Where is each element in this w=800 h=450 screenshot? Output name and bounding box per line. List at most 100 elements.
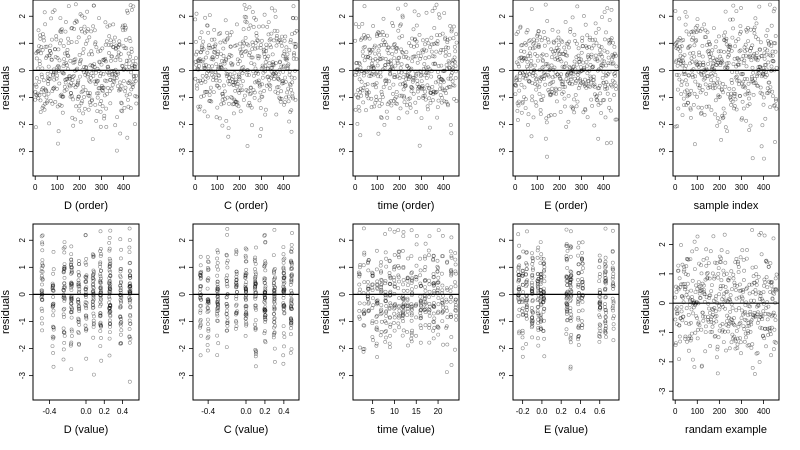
- data-point: [771, 287, 776, 292]
- data-point: [288, 350, 293, 355]
- data-point: [694, 247, 699, 251]
- data-point: [91, 276, 96, 281]
- data-point: [98, 229, 103, 234]
- data-point: [374, 299, 379, 304]
- data-point: [545, 19, 550, 23]
- y-tick-label: 1: [178, 265, 187, 270]
- data-point: [69, 81, 74, 86]
- data-point: [536, 245, 541, 250]
- data-point: [748, 312, 753, 317]
- y-tick-label: 1: [658, 271, 667, 276]
- data-point: [712, 276, 717, 281]
- data-point: [287, 119, 292, 124]
- data-point: [720, 88, 724, 93]
- data-point: [359, 69, 364, 74]
- data-point: [118, 314, 123, 319]
- data-point: [206, 328, 211, 333]
- data-point: [198, 319, 203, 324]
- data-point: [681, 72, 686, 76]
- data-point: [358, 90, 363, 95]
- data-point: [388, 276, 393, 281]
- data-point: [591, 74, 596, 79]
- data-point: [599, 52, 603, 57]
- data-point: [215, 288, 219, 293]
- data-point: [385, 33, 389, 38]
- data-point: [538, 327, 543, 332]
- data-point: [271, 335, 276, 340]
- data-point: [281, 245, 286, 250]
- data-point: [764, 63, 768, 67]
- data-point: [77, 94, 81, 99]
- data-point: [120, 109, 125, 114]
- data-point: [102, 116, 107, 121]
- data-point: [568, 340, 573, 345]
- plot-frame: [672, 223, 780, 401]
- data-point: [205, 310, 210, 314]
- data-point: [535, 255, 540, 260]
- data-point: [263, 69, 267, 74]
- data-point: [362, 58, 367, 63]
- data-point: [706, 317, 710, 322]
- data-point: [770, 59, 775, 63]
- data-point: [710, 271, 715, 276]
- data-point: [39, 295, 44, 300]
- data-point: [370, 319, 375, 324]
- data-point: [768, 280, 773, 285]
- data-point: [220, 92, 225, 96]
- data-point: [538, 298, 543, 303]
- y-tick-label: 2: [178, 13, 187, 18]
- data-point: [80, 89, 85, 94]
- data-point: [423, 301, 428, 306]
- data-point: [396, 6, 401, 11]
- data-point: [107, 281, 112, 286]
- data-point: [194, 63, 199, 67]
- data-point: [90, 252, 95, 257]
- data-point: [40, 106, 45, 110]
- data-point: [72, 20, 77, 25]
- data-point: [406, 256, 411, 261]
- data-point: [421, 95, 426, 100]
- data-point: [90, 63, 95, 68]
- data-point: [291, 53, 296, 57]
- data-point: [84, 274, 89, 279]
- data-point: [603, 255, 608, 260]
- data-point: [225, 265, 230, 270]
- data-point: [128, 289, 133, 293]
- data-point: [39, 45, 44, 50]
- data-point: [589, 54, 594, 59]
- data-point: [580, 295, 585, 300]
- data-point: [365, 286, 370, 291]
- data-point: [234, 310, 239, 315]
- data-point: [524, 250, 529, 255]
- data-point: [401, 230, 406, 234]
- data-point: [568, 254, 573, 259]
- data-point: [747, 91, 752, 96]
- data-point: [272, 330, 277, 335]
- data-point: [762, 277, 767, 282]
- data-point: [428, 91, 433, 96]
- data-point: [754, 351, 759, 356]
- data-point: [281, 287, 286, 292]
- data-point: [774, 97, 779, 102]
- data-point: [224, 328, 229, 333]
- data-point: [387, 273, 392, 278]
- data-point: [282, 100, 287, 105]
- data-point: [710, 324, 715, 329]
- data-point: [585, 71, 590, 76]
- data-point: [517, 64, 521, 69]
- data-point: [40, 261, 45, 266]
- data-point: [765, 48, 770, 53]
- data-point: [536, 285, 541, 290]
- data-point: [366, 286, 371, 291]
- data-point: [263, 60, 268, 65]
- data-point: [262, 233, 267, 237]
- y-axis-title: residuals: [160, 65, 172, 110]
- data-point: [593, 21, 598, 26]
- data-point: [574, 55, 579, 60]
- data-point: [236, 72, 241, 77]
- data-point: [747, 282, 752, 287]
- data-point: [444, 91, 448, 96]
- data-point: [389, 61, 394, 66]
- data-point: [78, 120, 83, 124]
- data-point: [539, 76, 544, 81]
